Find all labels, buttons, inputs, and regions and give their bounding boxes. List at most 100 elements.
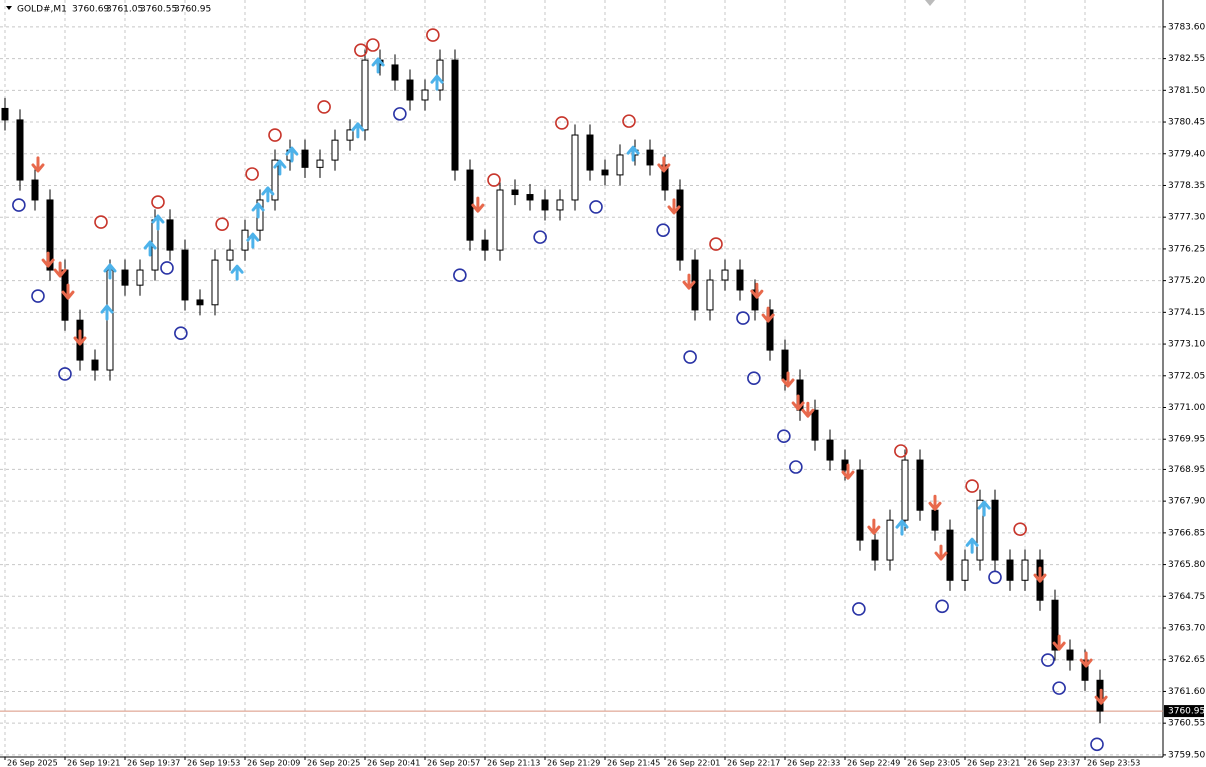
signal-arrow-up xyxy=(246,232,260,249)
signal-arrow-down xyxy=(657,156,671,173)
signal-circle xyxy=(1052,681,1066,695)
candle-body xyxy=(526,194,534,201)
y-tick-label: 3763.70 xyxy=(1168,624,1205,634)
y-tick-label: 3761.60 xyxy=(1168,687,1205,697)
signal-arrow-down xyxy=(41,251,55,268)
header-open: 3760.69 xyxy=(72,5,109,15)
signal-arrow-up xyxy=(895,519,909,536)
x-tick-label: 26 Sep 20:09 xyxy=(247,759,300,767)
signal-circle xyxy=(58,367,72,381)
signal-circle xyxy=(736,311,750,325)
signal-circle xyxy=(852,602,866,616)
signal-circle xyxy=(151,195,165,209)
signal-circle xyxy=(268,128,282,142)
candle-body xyxy=(541,199,549,211)
signal-arrow-down xyxy=(667,198,681,215)
signal-arrow-up xyxy=(285,146,299,163)
x-tick-label: 26 Sep 21:29 xyxy=(547,759,600,767)
candle-body xyxy=(736,269,744,291)
x-tick-label: 26 Sep 20:57 xyxy=(427,759,480,767)
signal-arrow-up xyxy=(430,74,444,91)
signal-circle xyxy=(94,215,108,229)
candle-body xyxy=(361,59,369,131)
candle-body xyxy=(901,459,909,521)
signal-arrow-up xyxy=(977,500,991,517)
y-tick-label: 3775.20 xyxy=(1168,276,1205,286)
signal-arrow-up xyxy=(230,264,244,281)
signal-circle xyxy=(366,38,380,52)
header-high: 3761.05 xyxy=(106,5,143,15)
x-tick-label: 26 Sep 23:37 xyxy=(1027,759,1080,767)
candle-body xyxy=(586,134,594,171)
x-tick-label: 26 Sep 20:41 xyxy=(367,759,420,767)
y-tick-label: 3776.25 xyxy=(1168,244,1205,254)
y-tick-label: 3783.60 xyxy=(1168,22,1205,32)
signal-circle xyxy=(777,429,791,443)
menu-triangle[interactable] xyxy=(6,6,12,10)
candle-body xyxy=(1006,559,1014,581)
signal-arrow-up xyxy=(626,145,640,162)
candle-body xyxy=(601,169,609,176)
signal-circle xyxy=(12,198,26,212)
x-tick-label: 26 Sep 22:33 xyxy=(787,759,840,767)
header-low: 3760.55 xyxy=(140,5,177,15)
candle-body xyxy=(16,119,24,181)
y-tick-label: 3764.75 xyxy=(1168,592,1205,602)
signal-arrow-up xyxy=(103,263,117,280)
candle-body xyxy=(886,519,894,561)
y-tick-label: 3769.95 xyxy=(1168,435,1205,445)
candle-body xyxy=(976,499,984,561)
header-close: 3760.95 xyxy=(174,5,211,15)
signal-arrow-down xyxy=(750,282,764,299)
y-tick-label: 3766.85 xyxy=(1168,528,1205,538)
signal-circle xyxy=(656,223,670,237)
signal-circle xyxy=(1090,737,1104,752)
candle-body xyxy=(721,269,729,281)
candle-body xyxy=(271,159,279,201)
signal-circle xyxy=(709,237,723,251)
candle-body xyxy=(181,249,189,301)
candle-body xyxy=(301,149,309,168)
y-tick-label: 3773.10 xyxy=(1168,340,1205,350)
price-label: 3760.95 xyxy=(1168,707,1205,717)
signal-circle xyxy=(683,350,697,364)
candle-body xyxy=(931,509,939,531)
candle-body xyxy=(331,139,339,161)
signal-arrow-down xyxy=(761,306,775,323)
signal-circle xyxy=(894,444,908,458)
x-tick-label: 26 Sep 22:17 xyxy=(727,759,780,767)
candle-body xyxy=(616,154,624,176)
x-tick-label: 26 Sep 22:01 xyxy=(667,759,720,767)
signal-arrow-up xyxy=(273,159,287,176)
candle-body xyxy=(646,149,654,166)
y-tick-label: 3760.55 xyxy=(1168,719,1205,729)
signal-circle xyxy=(487,173,501,187)
y-tick-label: 3777.30 xyxy=(1168,213,1205,223)
candle-body xyxy=(121,269,129,286)
candle-body xyxy=(856,469,864,541)
signal-arrow-down xyxy=(61,283,75,300)
signal-circle xyxy=(789,460,803,474)
candle-body xyxy=(406,79,414,101)
y-tick-label: 3768.95 xyxy=(1168,465,1205,475)
candle-body xyxy=(991,499,999,561)
signal-circle xyxy=(1013,522,1027,537)
candle-body xyxy=(826,439,834,461)
signal-circle xyxy=(354,43,368,57)
signal-circle xyxy=(533,230,547,244)
signal-arrow-up xyxy=(371,57,385,74)
x-tick-label: 26 Sep 19:53 xyxy=(187,759,240,767)
signal-circle xyxy=(453,268,467,282)
signal-circle xyxy=(747,371,761,385)
y-tick-label: 3778.35 xyxy=(1168,181,1205,191)
y-tick-label: 3779.40 xyxy=(1168,149,1205,159)
x-tick-label: 26 Sep 21:13 xyxy=(487,759,540,767)
candle-body xyxy=(676,189,684,261)
signal-circle xyxy=(988,570,1002,585)
x-tick-label: 26 Sep 23:53 xyxy=(1087,759,1140,767)
signal-circle xyxy=(317,100,331,114)
signal-arrow-down xyxy=(471,196,485,213)
candle-body xyxy=(751,289,759,311)
